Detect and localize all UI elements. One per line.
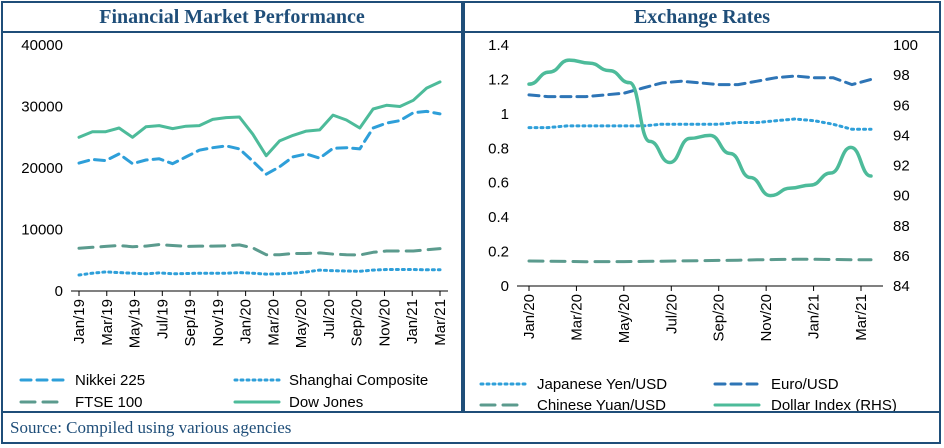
right-panel: Exchange Rates 0 0.2 0.4 0.6 0.8 1 1.2 1.4 84 86 8… (463, 1, 941, 413)
y-tick-label-0: 0 (55, 283, 63, 300)
y-tick-label-4: 40000 (21, 37, 63, 54)
y-tick-label-2: 20000 (21, 160, 63, 177)
x-tick-label-7: Mar/20 (265, 299, 282, 346)
x-tick-label-11: Nov/20 (376, 299, 393, 347)
series-line-1 (527, 74, 873, 99)
y2-tick-label-5: 94 (893, 127, 910, 144)
x-tick-label-12: Jan/21 (404, 299, 421, 344)
y2-tick-label-0: 84 (893, 278, 910, 295)
legend-label-2: FTSE 100 (75, 394, 143, 411)
left-chart-title: Financial Market Performance (3, 3, 461, 33)
legend-label-3: Dollar Index (RHS) (771, 397, 897, 411)
x-tick-label-0: Jan/20 (521, 294, 538, 339)
x-tick-label-4: Sep/19 (182, 299, 199, 347)
exchange-rates-chart: 0 0.2 0.4 0.6 0.8 1 1.2 1.4 84 86 88 90 92 94 96 98 100 J… (479, 37, 918, 411)
y-tick-label-6: 1.2 (488, 71, 509, 88)
source-note: Source: Compiled using various agencies (10, 418, 292, 437)
series-line-0 (527, 117, 873, 131)
x-tick-label-5: Nov/20 (758, 294, 775, 342)
x-tick-label-8: May/20 (293, 299, 310, 348)
x-tick-label-7: Mar/21 (853, 294, 870, 341)
legend-label-1: Euro/USD (771, 376, 839, 393)
y-tick-label-3: 0.6 (488, 175, 509, 192)
right-chart-title: Exchange Rates (465, 3, 939, 33)
x-tick-label-2: May/19 (127, 299, 144, 348)
series-line-0 (77, 109, 442, 176)
y-tick-label-1: 10000 (21, 222, 63, 239)
x-tick-label-6: Jan/21 (806, 294, 823, 339)
y2-tick-label-1: 86 (893, 248, 910, 265)
y2-tick-label-8: 100 (893, 37, 918, 54)
y-tick-label-3: 30000 (21, 99, 63, 116)
x-tick-label-0: Jan/19 (71, 299, 88, 344)
y-tick-label-1: 0.2 (488, 244, 509, 261)
legend-label-3: Dow Jones (289, 394, 363, 411)
series-line-1 (77, 268, 442, 277)
y2-tick-label-3: 90 (893, 188, 910, 205)
legend-label-0: Nikkei 225 (75, 372, 145, 389)
financial-market-chart: 0 10000 20000 30000 40000 Jan/19 Mar/19 May/19 J… (19, 37, 449, 411)
x-tick-label-3: Jul/19 (154, 299, 171, 339)
y2-tick-label-2: 88 (893, 218, 910, 235)
x-tick-label-10: Sep/20 (349, 299, 366, 347)
y-tick-label-7: 1.4 (488, 37, 509, 54)
x-tick-label-4: Sep/20 (711, 294, 728, 342)
y2-tick-label-6: 96 (893, 97, 910, 114)
series-line-2 (77, 243, 442, 257)
y-tick-label-5: 1 (501, 106, 509, 123)
y2-tick-label-4: 92 (893, 158, 910, 175)
legend-label-0: Japanese Yen/USD (537, 376, 667, 393)
x-tick-label-5: Nov/19 (210, 299, 227, 347)
left-panel: Financial Market Performance 0 10000 20000… (1, 1, 463, 413)
x-tick-label-2: May/20 (616, 294, 633, 343)
x-tick-label-3: Jul/20 (663, 294, 680, 334)
y-tick-label-4: 0.8 (488, 140, 509, 157)
x-tick-label-13: Mar/21 (432, 299, 449, 346)
y2-tick-label-7: 98 (893, 67, 910, 84)
y-tick-label-0: 0 (501, 278, 509, 295)
series-line-3 (527, 58, 873, 198)
y-tick-label-2: 0.4 (488, 209, 509, 226)
series-line-3 (77, 80, 442, 158)
legend-label-2: Chinese Yuan/USD (537, 397, 666, 411)
x-tick-label-1: Mar/20 (568, 294, 585, 341)
legend-label-1: Shanghai Composite (289, 372, 428, 389)
x-tick-label-9: Jul/20 (321, 299, 338, 339)
series-line-2 (527, 257, 873, 264)
x-tick-label-1: Mar/19 (99, 299, 116, 346)
x-tick-label-6: Jan/20 (238, 299, 255, 344)
